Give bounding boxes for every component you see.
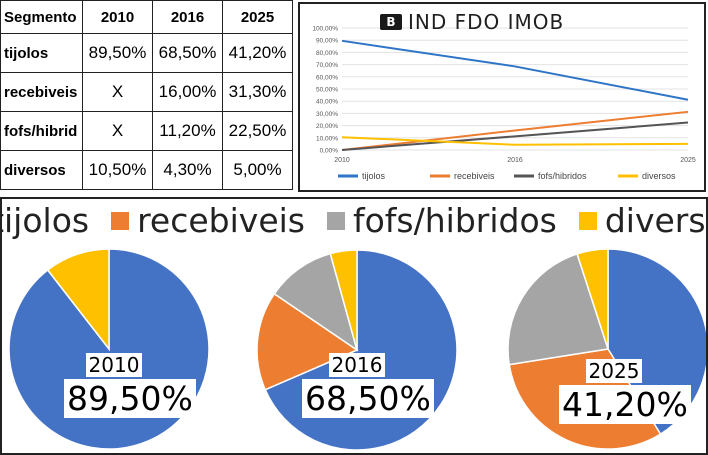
y-tick-label: 30,00%: [316, 111, 338, 118]
y-tick-label: 0,00%: [320, 148, 339, 155]
legend-label: diversos: [642, 171, 676, 181]
table-cell: fofs/hibrid: [0, 111, 83, 152]
x-tick-label: 2025: [680, 157, 696, 164]
table-cell: X: [82, 111, 153, 152]
x-tick-label: 2016: [507, 157, 523, 164]
series-line-recebiveis: [341, 110, 689, 151]
table-cell: 16,00%: [152, 72, 223, 113]
segment-table-panel: Segmento 2010 2016 2025 tijolos 89,50% 6…: [0, 0, 295, 192]
series-line-fofs-hibridos: [341, 121, 689, 151]
pie-legend: tijolos recebiveis fofs/hibridos diverso…: [0, 201, 708, 240]
pie-slice-diversos: [329, 249, 358, 351]
y-tick-label: 60,00%: [316, 74, 338, 81]
pie-label-2010: 2010 89,50%: [64, 353, 196, 418]
table-cell: diversos: [0, 150, 83, 190]
table-cell: 5,00%: [222, 150, 293, 190]
legend-swatch: [578, 211, 597, 230]
pie-year: 2025: [585, 359, 643, 383]
pie-slice-diversos: [576, 248, 609, 350]
logo-text: IND FDO IMOB: [408, 10, 565, 34]
series-line-tijolos: [341, 39, 689, 101]
table-cell: 11,20%: [152, 111, 223, 152]
table-header-cell: Segmento: [0, 0, 83, 35]
pie-value: 68,50%: [302, 379, 434, 418]
b3-logo-icon: B: [380, 14, 402, 30]
legend-item-tijolos: tijolos: [0, 201, 89, 240]
table-cell: 4,30%: [152, 150, 223, 190]
table-cell: 89,50%: [82, 33, 153, 74]
table-header-cell: 2016: [152, 0, 223, 35]
segment-table: Segmento 2010 2016 2025 tijolos 89,50% 6…: [0, 0, 293, 190]
table-cell: 10,50%: [82, 150, 153, 190]
legend-item-fofs-hibridos: fofs/hibridos: [327, 201, 557, 240]
pie-charts-panel: tijolos recebiveis fofs/hibridos diverso…: [0, 197, 708, 455]
y-tick-label: 70,00%: [316, 62, 338, 69]
legend-item-diversos: diversos: [578, 201, 708, 240]
legend-item-recebiveis: recebiveis: [111, 201, 305, 240]
pie-slice-diversos: [46, 248, 110, 352]
table-header-cell: 2010: [82, 0, 153, 35]
pie-value: 89,50%: [64, 379, 196, 418]
logo: B IND FDO IMOB: [380, 10, 564, 34]
pie-label-2025: 2025 41,20%: [559, 359, 691, 424]
table-cell: 31,30%: [222, 72, 293, 113]
legend-label: fofs/hibridos: [538, 171, 587, 181]
table-header-row: Segmento 2010 2016 2025: [0, 0, 293, 35]
y-tick-label: 50,00%: [316, 87, 338, 94]
y-tick-label: 10,00%: [316, 135, 338, 142]
table-header-cell: 2025: [222, 0, 293, 35]
table-row: recebiveis X 16,00% 31,30%: [0, 72, 293, 113]
table-cell: tijolos: [0, 33, 83, 74]
y-tick-label: 80,00%: [316, 50, 338, 57]
table-cell: 22,50%: [222, 111, 293, 152]
y-tick-label: 20,00%: [316, 123, 338, 130]
pie-year: 2016: [328, 353, 386, 377]
pie-slice-fofs-hibridos: [507, 252, 609, 366]
y-tick-label: 90,00%: [316, 38, 338, 45]
logo-mark: B: [386, 15, 396, 29]
series-line-diversos: [341, 136, 689, 146]
y-tick-label: 40,00%: [316, 99, 338, 106]
table-cell: 41,20%: [222, 33, 293, 74]
table-row: fofs/hibrid X 11,20% 22,50%: [0, 111, 293, 152]
pie-value: 41,20%: [559, 385, 691, 424]
table-cell: X: [82, 72, 153, 113]
table-cell: 68,50%: [152, 33, 223, 74]
legend-label: recebiveis: [137, 201, 305, 240]
x-tick-label: 2010: [334, 157, 350, 164]
table-cell: recebiveis: [0, 72, 83, 113]
table-row: tijolos 89,50% 68,50% 41,20%: [0, 33, 293, 74]
legend-label: tijolos: [362, 171, 386, 181]
pie-year: 2010: [85, 353, 143, 377]
legend-label: recebiveis: [454, 171, 495, 181]
line-chart-panel: 0,00% 10,00% 20,00% 30,00% 40,00% 50,00% 60,00…: [298, 2, 706, 192]
table-row: diversos 10,50% 4,30% 5,00%: [0, 150, 293, 190]
pie-label-2016: 2016 68,50%: [302, 353, 434, 418]
legend-swatch: [111, 211, 130, 230]
legend-label: diversos: [604, 201, 708, 240]
legend-swatch: [327, 211, 345, 230]
legend-label: fofs/hibridos: [353, 201, 557, 240]
y-tick-label: 100,00%: [312, 26, 338, 33]
legend-label: tijolos: [0, 201, 90, 240]
pie-slice-recebiveis: [256, 292, 359, 391]
